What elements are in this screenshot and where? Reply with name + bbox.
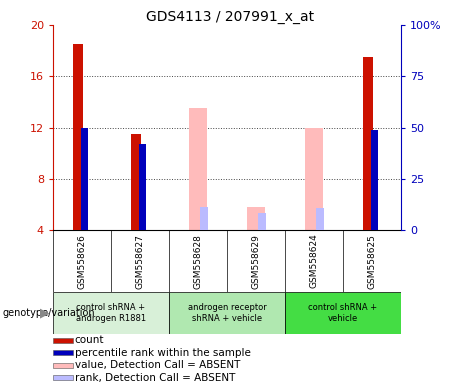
Text: GSM558624: GSM558624 bbox=[309, 234, 319, 288]
Bar bbox=[189, 108, 207, 230]
Bar bbox=[258, 214, 266, 230]
Text: count: count bbox=[75, 335, 104, 345]
Bar bbox=[247, 207, 266, 230]
Bar bbox=[305, 127, 323, 230]
Bar bbox=[131, 134, 141, 230]
Text: value, Detection Call = ABSENT: value, Detection Call = ABSENT bbox=[75, 360, 240, 370]
Bar bbox=[53, 338, 73, 343]
Text: rank, Detection Call = ABSENT: rank, Detection Call = ABSENT bbox=[75, 373, 235, 383]
Bar bbox=[82, 127, 89, 230]
Bar bbox=[139, 144, 147, 230]
Bar bbox=[53, 350, 73, 355]
Bar bbox=[363, 57, 373, 230]
Bar bbox=[53, 363, 73, 368]
Bar bbox=[285, 292, 401, 334]
Text: GSM558628: GSM558628 bbox=[194, 234, 202, 288]
Bar bbox=[53, 375, 73, 380]
Text: genotype/variation: genotype/variation bbox=[2, 308, 95, 318]
Bar bbox=[169, 292, 285, 334]
Text: percentile rank within the sample: percentile rank within the sample bbox=[75, 348, 251, 358]
Bar bbox=[316, 208, 324, 230]
Text: androgen receptor
shRNA + vehicle: androgen receptor shRNA + vehicle bbox=[188, 303, 266, 323]
Bar bbox=[372, 130, 378, 230]
Text: GSM558627: GSM558627 bbox=[136, 234, 145, 288]
Text: GSM558625: GSM558625 bbox=[367, 234, 377, 288]
Bar bbox=[200, 207, 208, 230]
Text: GDS4113 / 207991_x_at: GDS4113 / 207991_x_at bbox=[147, 10, 314, 23]
Text: control shRNA +
vehicle: control shRNA + vehicle bbox=[308, 303, 378, 323]
Bar bbox=[73, 44, 83, 230]
Text: GSM558629: GSM558629 bbox=[252, 234, 260, 288]
Bar bbox=[53, 292, 169, 334]
Text: GSM558626: GSM558626 bbox=[77, 234, 87, 288]
Text: control shRNA +
androgen R1881: control shRNA + androgen R1881 bbox=[76, 303, 146, 323]
Text: ▶: ▶ bbox=[40, 306, 49, 319]
